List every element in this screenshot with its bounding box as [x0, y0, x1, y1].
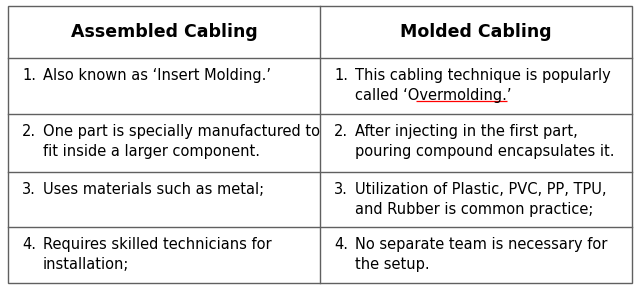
Text: 3.: 3.	[22, 182, 36, 197]
Text: This cabling technique is popularly
called ‘Overmolding.’: This cabling technique is popularly call…	[355, 68, 611, 103]
Text: 2.: 2.	[22, 124, 36, 139]
Text: 2.: 2.	[334, 124, 348, 139]
Text: 4.: 4.	[22, 237, 36, 252]
Text: Assembled Cabling: Assembled Cabling	[70, 23, 257, 41]
Text: 1.: 1.	[22, 68, 36, 83]
Text: Uses materials such as metal;: Uses materials such as metal;	[43, 182, 264, 197]
Text: Requires skilled technicians for
installation;: Requires skilled technicians for install…	[43, 237, 271, 272]
Text: Utilization of Plastic, PVC, PP, TPU,
and Rubber is common practice;: Utilization of Plastic, PVC, PP, TPU, an…	[355, 182, 607, 217]
Text: 3.: 3.	[334, 182, 348, 197]
Text: 1.: 1.	[334, 68, 348, 83]
Text: 4.: 4.	[334, 237, 348, 252]
Text: One part is specially manufactured to
fit inside a larger component.: One part is specially manufactured to fi…	[43, 124, 320, 159]
Text: No separate team is necessary for
the setup.: No separate team is necessary for the se…	[355, 237, 607, 272]
Text: Also known as ‘Insert Molding.’: Also known as ‘Insert Molding.’	[43, 68, 271, 83]
Text: Molded Cabling: Molded Cabling	[400, 23, 552, 41]
Text: After injecting in the first part,
pouring compound encapsulates it.: After injecting in the first part, pouri…	[355, 124, 614, 159]
